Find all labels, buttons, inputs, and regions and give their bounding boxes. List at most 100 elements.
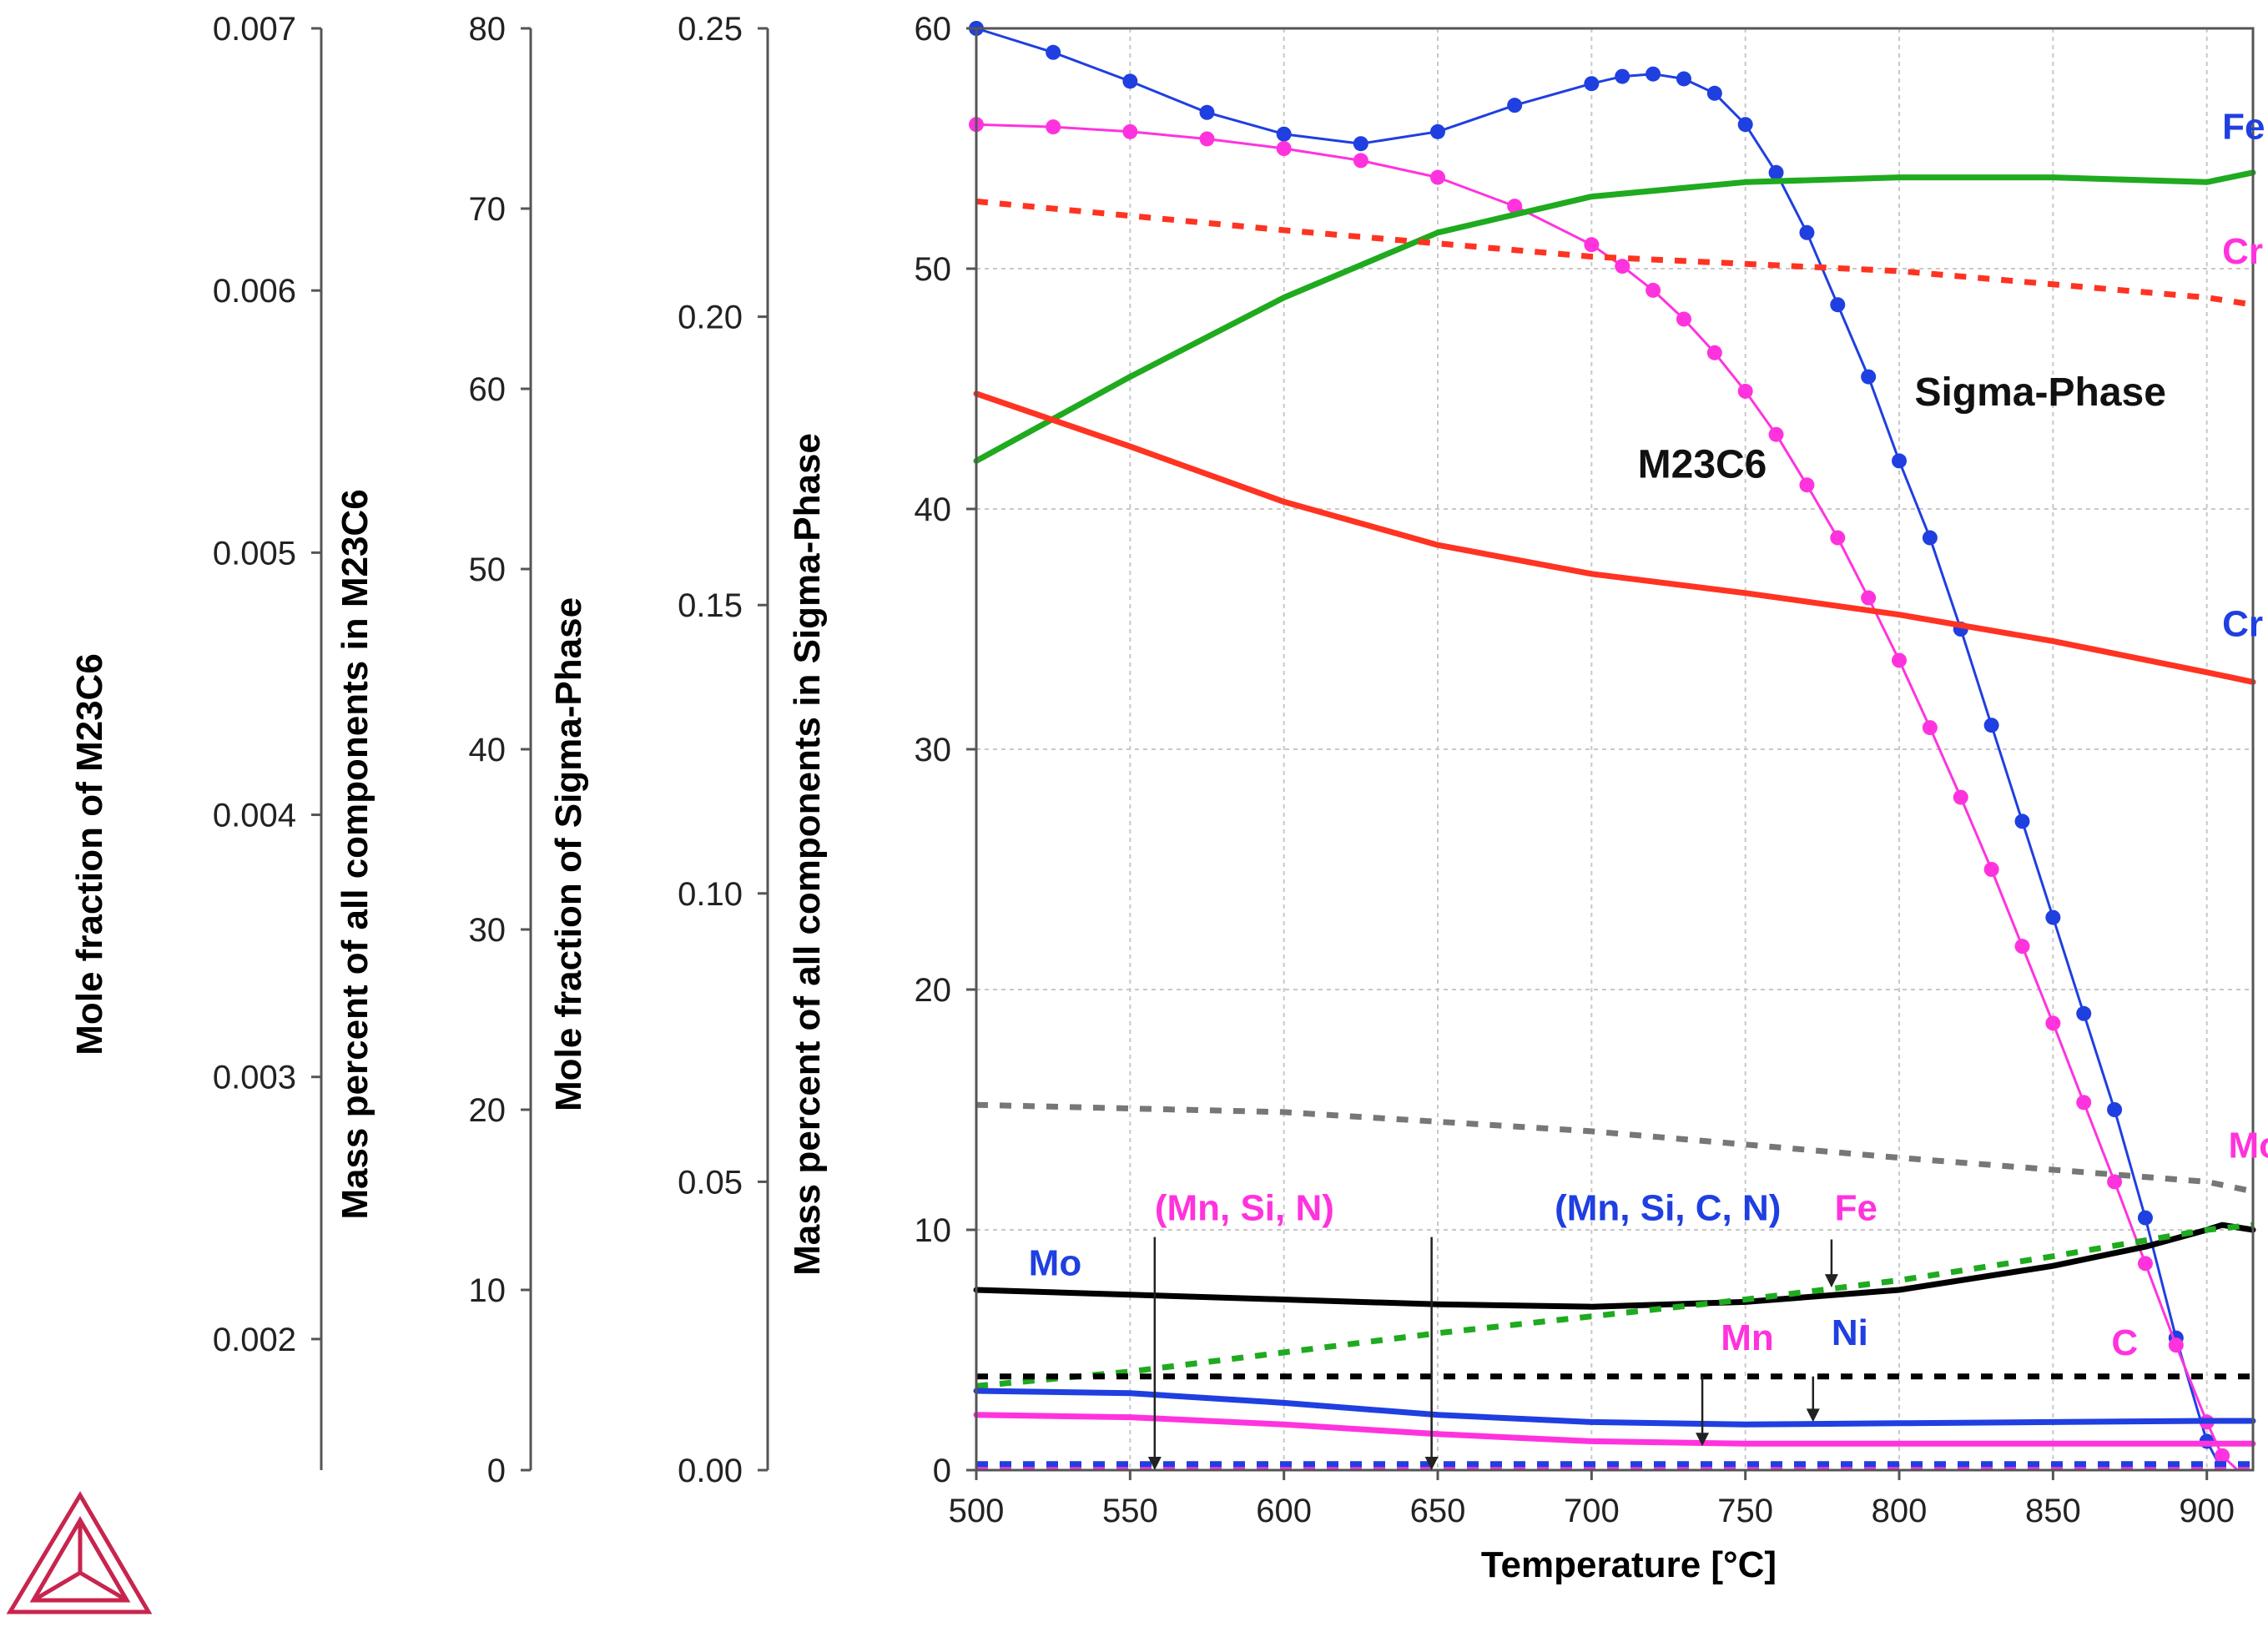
y-tick-label-mole_m23c6: 0.005 (213, 535, 296, 572)
series-point (2137, 1256, 2153, 1272)
series-point (1861, 590, 1877, 606)
x-tick-label: 500 (949, 1493, 1005, 1529)
x-tick-label: 800 (1872, 1493, 1928, 1529)
y-tick-label-mass_m23c6: 60 (469, 371, 507, 408)
series-point (1122, 123, 1138, 139)
series-point (2045, 909, 2061, 925)
x-tick-label: 700 (1564, 1493, 1620, 1529)
annotation-label: M23C6 (1638, 443, 1767, 487)
series-point (2045, 1015, 2061, 1031)
series-point (2215, 1448, 2230, 1463)
series-point (1676, 71, 1691, 87)
series-point (1353, 136, 1368, 152)
x-tick-label: 550 (1102, 1493, 1158, 1529)
series-point (2107, 1102, 2123, 1117)
y-tick-label-mole_sigma: 0.10 (678, 876, 743, 913)
y-tick-label-mass_sigma: 30 (915, 732, 952, 768)
annotation-label: Fe (1835, 1187, 1877, 1228)
series-point (1676, 311, 1691, 327)
series-line (975, 198, 2254, 308)
y-tick-label-mole_m23c6: 0.002 (213, 1322, 296, 1358)
y-tick-label-mole_sigma: 0.00 (678, 1453, 743, 1489)
series-point (1768, 426, 1784, 442)
y-tick-label-mass_m23c6: 0 (487, 1453, 506, 1489)
annotation-label: (Mn, Si, N) (1155, 1187, 1334, 1228)
series-point (1861, 369, 1877, 385)
y-tick-label-mass_m23c6: 20 (469, 1092, 507, 1129)
y-tick-label-mole_sigma: 0.20 (678, 300, 743, 336)
annotation-label: Cr (2222, 231, 2263, 272)
series-point (1584, 237, 1600, 253)
series-point (1199, 131, 1215, 147)
annotation-label: Mo (1029, 1243, 1082, 1284)
y-tick-label-mole_sigma: 0.15 (678, 587, 743, 624)
series-point (1430, 123, 1446, 139)
annotation-label: C (2111, 1322, 2138, 1363)
series-point (1046, 44, 1061, 60)
y-tick-label-mass_sigma: 50 (915, 251, 952, 288)
annotation-arrowhead (1824, 1274, 1838, 1288)
series-point (2076, 1005, 2092, 1021)
y-tick-label-mole_m23c6: 0.004 (213, 798, 296, 834)
series-line (973, 1221, 2256, 1310)
series-point (2107, 1174, 2123, 1190)
axis-title-mass-m23c6: Mass percent of all components in M23C6 (335, 489, 375, 1219)
series-point (1430, 169, 1446, 185)
x-tick-label: 900 (2179, 1493, 2235, 1529)
x-tick-label: 750 (1717, 1493, 1773, 1529)
series-point (1953, 789, 1968, 805)
series-point (1922, 530, 1938, 546)
y-tick-label-mole_m23c6: 0.006 (213, 273, 296, 310)
series-point (2076, 1095, 2092, 1111)
y-tick-label-mass_m23c6: 40 (469, 732, 507, 768)
series-point (1983, 862, 1999, 877)
y-tick-label-mass_sigma: 40 (915, 491, 952, 528)
series-point (1122, 73, 1138, 89)
series-point (1799, 224, 1815, 240)
annotation-label: Sigma-Phase (1914, 370, 2165, 415)
series-point (1615, 259, 1630, 275)
axis-title-mole-m23c6: Mole fraction of M23C6 (69, 653, 110, 1055)
series-point (2014, 939, 2030, 954)
annotation-arrowhead (1696, 1433, 1710, 1447)
y-tick-label-mole_m23c6: 0.007 (213, 11, 296, 48)
y-tick-label-mass_sigma: 10 (915, 1212, 952, 1249)
series-point (2168, 1337, 2184, 1353)
series-line (975, 1101, 2254, 1195)
series-point (1199, 104, 1215, 120)
series-point (1276, 141, 1292, 156)
x-tick-label: 650 (1410, 1493, 1466, 1529)
annotation-label: Mo (2229, 1126, 2268, 1166)
x-tick-label: 850 (2025, 1493, 2081, 1529)
annotation-arrowhead (1147, 1457, 1162, 1470)
y-tick-label-mass_sigma: 0 (933, 1453, 951, 1489)
series-point (1646, 282, 1661, 298)
series-point (1737, 383, 1753, 399)
series-point (1706, 85, 1722, 101)
series-point (1646, 66, 1661, 82)
series-point (1706, 345, 1722, 360)
series-point (1799, 477, 1815, 493)
x-tick-label: 600 (1256, 1493, 1312, 1529)
series-line (973, 1388, 2256, 1428)
series-point (1737, 117, 1753, 133)
series-line (973, 390, 2256, 685)
y-tick-label-mass_m23c6: 70 (469, 191, 507, 228)
y-tick-label-mass_sigma: 60 (915, 11, 952, 48)
y-tick-label-mass_m23c6: 80 (469, 11, 507, 48)
series-point (1615, 68, 1630, 84)
series-point (1830, 297, 1846, 313)
annotation-label: Cr (2222, 604, 2263, 645)
y-tick-label-mass_m23c6: 50 (469, 552, 507, 588)
y-tick-label-mass_m23c6: 10 (469, 1272, 507, 1309)
triangle-logo-icon (6, 1491, 153, 1614)
series-point (1922, 720, 1938, 736)
series-point (1507, 199, 1523, 214)
annotation-label: (Mn, Si, C, N) (1555, 1187, 1781, 1228)
y-tick-label-mole_sigma: 0.05 (678, 1164, 743, 1201)
annotation-label: Ni (1832, 1312, 1868, 1353)
series-point (1830, 530, 1846, 546)
annotation-arrowhead (1806, 1408, 1820, 1423)
y-tick-label-mass_sigma: 20 (915, 972, 952, 1009)
